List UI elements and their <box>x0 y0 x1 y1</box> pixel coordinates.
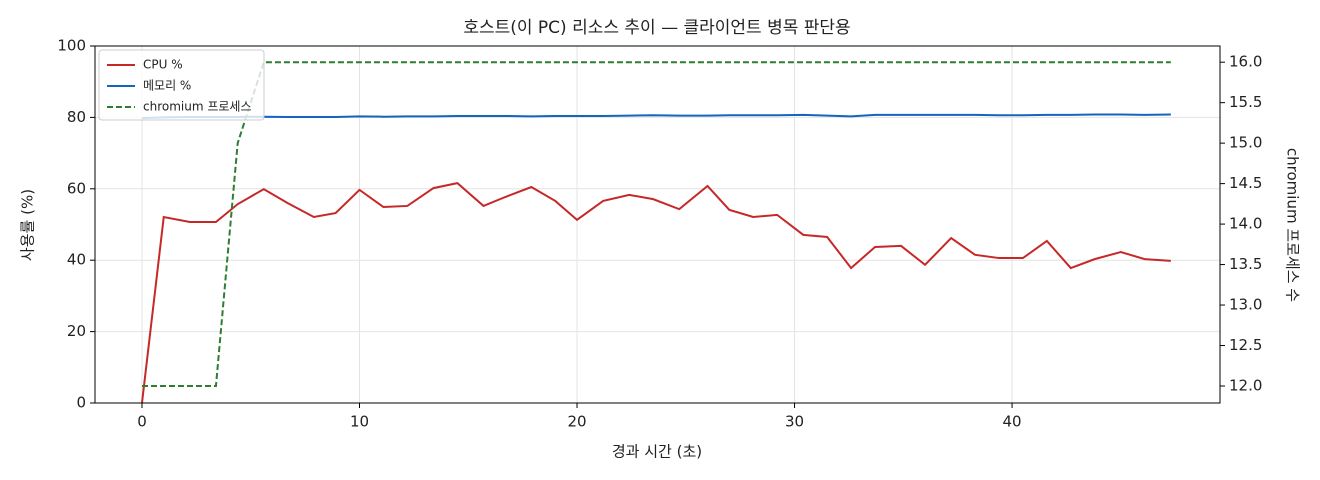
x-tick-label: 30 <box>785 413 804 431</box>
data-line <box>141 61 1171 387</box>
y2-tick-label: 13.5 <box>1229 255 1262 273</box>
y2-tick-label: 13.0 <box>1229 296 1262 314</box>
x-axis-label: 경과 시간 (초) <box>612 443 702 461</box>
x-tick-label: 40 <box>1003 413 1022 431</box>
y2-tick-label: 12.0 <box>1229 377 1262 395</box>
x-tick-label: 0 <box>137 413 147 431</box>
y-tick-label: 40 <box>67 251 86 269</box>
y-axis-label: 사용률 (%) <box>19 189 37 261</box>
data-line <box>141 113 1171 120</box>
y2-tick-label: 15.0 <box>1229 134 1262 152</box>
y-tick-label: 80 <box>67 108 86 126</box>
data-line <box>140 182 1171 404</box>
y-tick-label: 20 <box>67 322 86 340</box>
legend-box <box>98 49 265 121</box>
y2-tick-label: 12.5 <box>1229 336 1262 354</box>
y2-tick-label: 14.0 <box>1229 215 1262 233</box>
legend-label: 메모리 % <box>143 79 191 93</box>
legend-label: chromium 프로세스 <box>143 100 252 114</box>
y2-axis-label: chromium 프로세스 수 <box>1284 148 1302 302</box>
y2-tick-label: 15.5 <box>1229 93 1262 111</box>
y-tick-label: 60 <box>67 179 86 197</box>
y2-tick-label: 16.0 <box>1229 53 1262 71</box>
x-tick-label: 10 <box>350 413 369 431</box>
legend-label: CPU % <box>143 58 183 72</box>
chart-title: 호스트(이 PC) 리소스 추이 — 클라이언트 병목 판단용 <box>463 18 850 38</box>
y2-tick-label: 14.5 <box>1229 174 1262 192</box>
y-tick-label: 100 <box>57 37 86 55</box>
plot-frame <box>94 45 1221 404</box>
x-tick-label: 20 <box>567 413 586 431</box>
y-tick-label: 0 <box>76 394 86 412</box>
